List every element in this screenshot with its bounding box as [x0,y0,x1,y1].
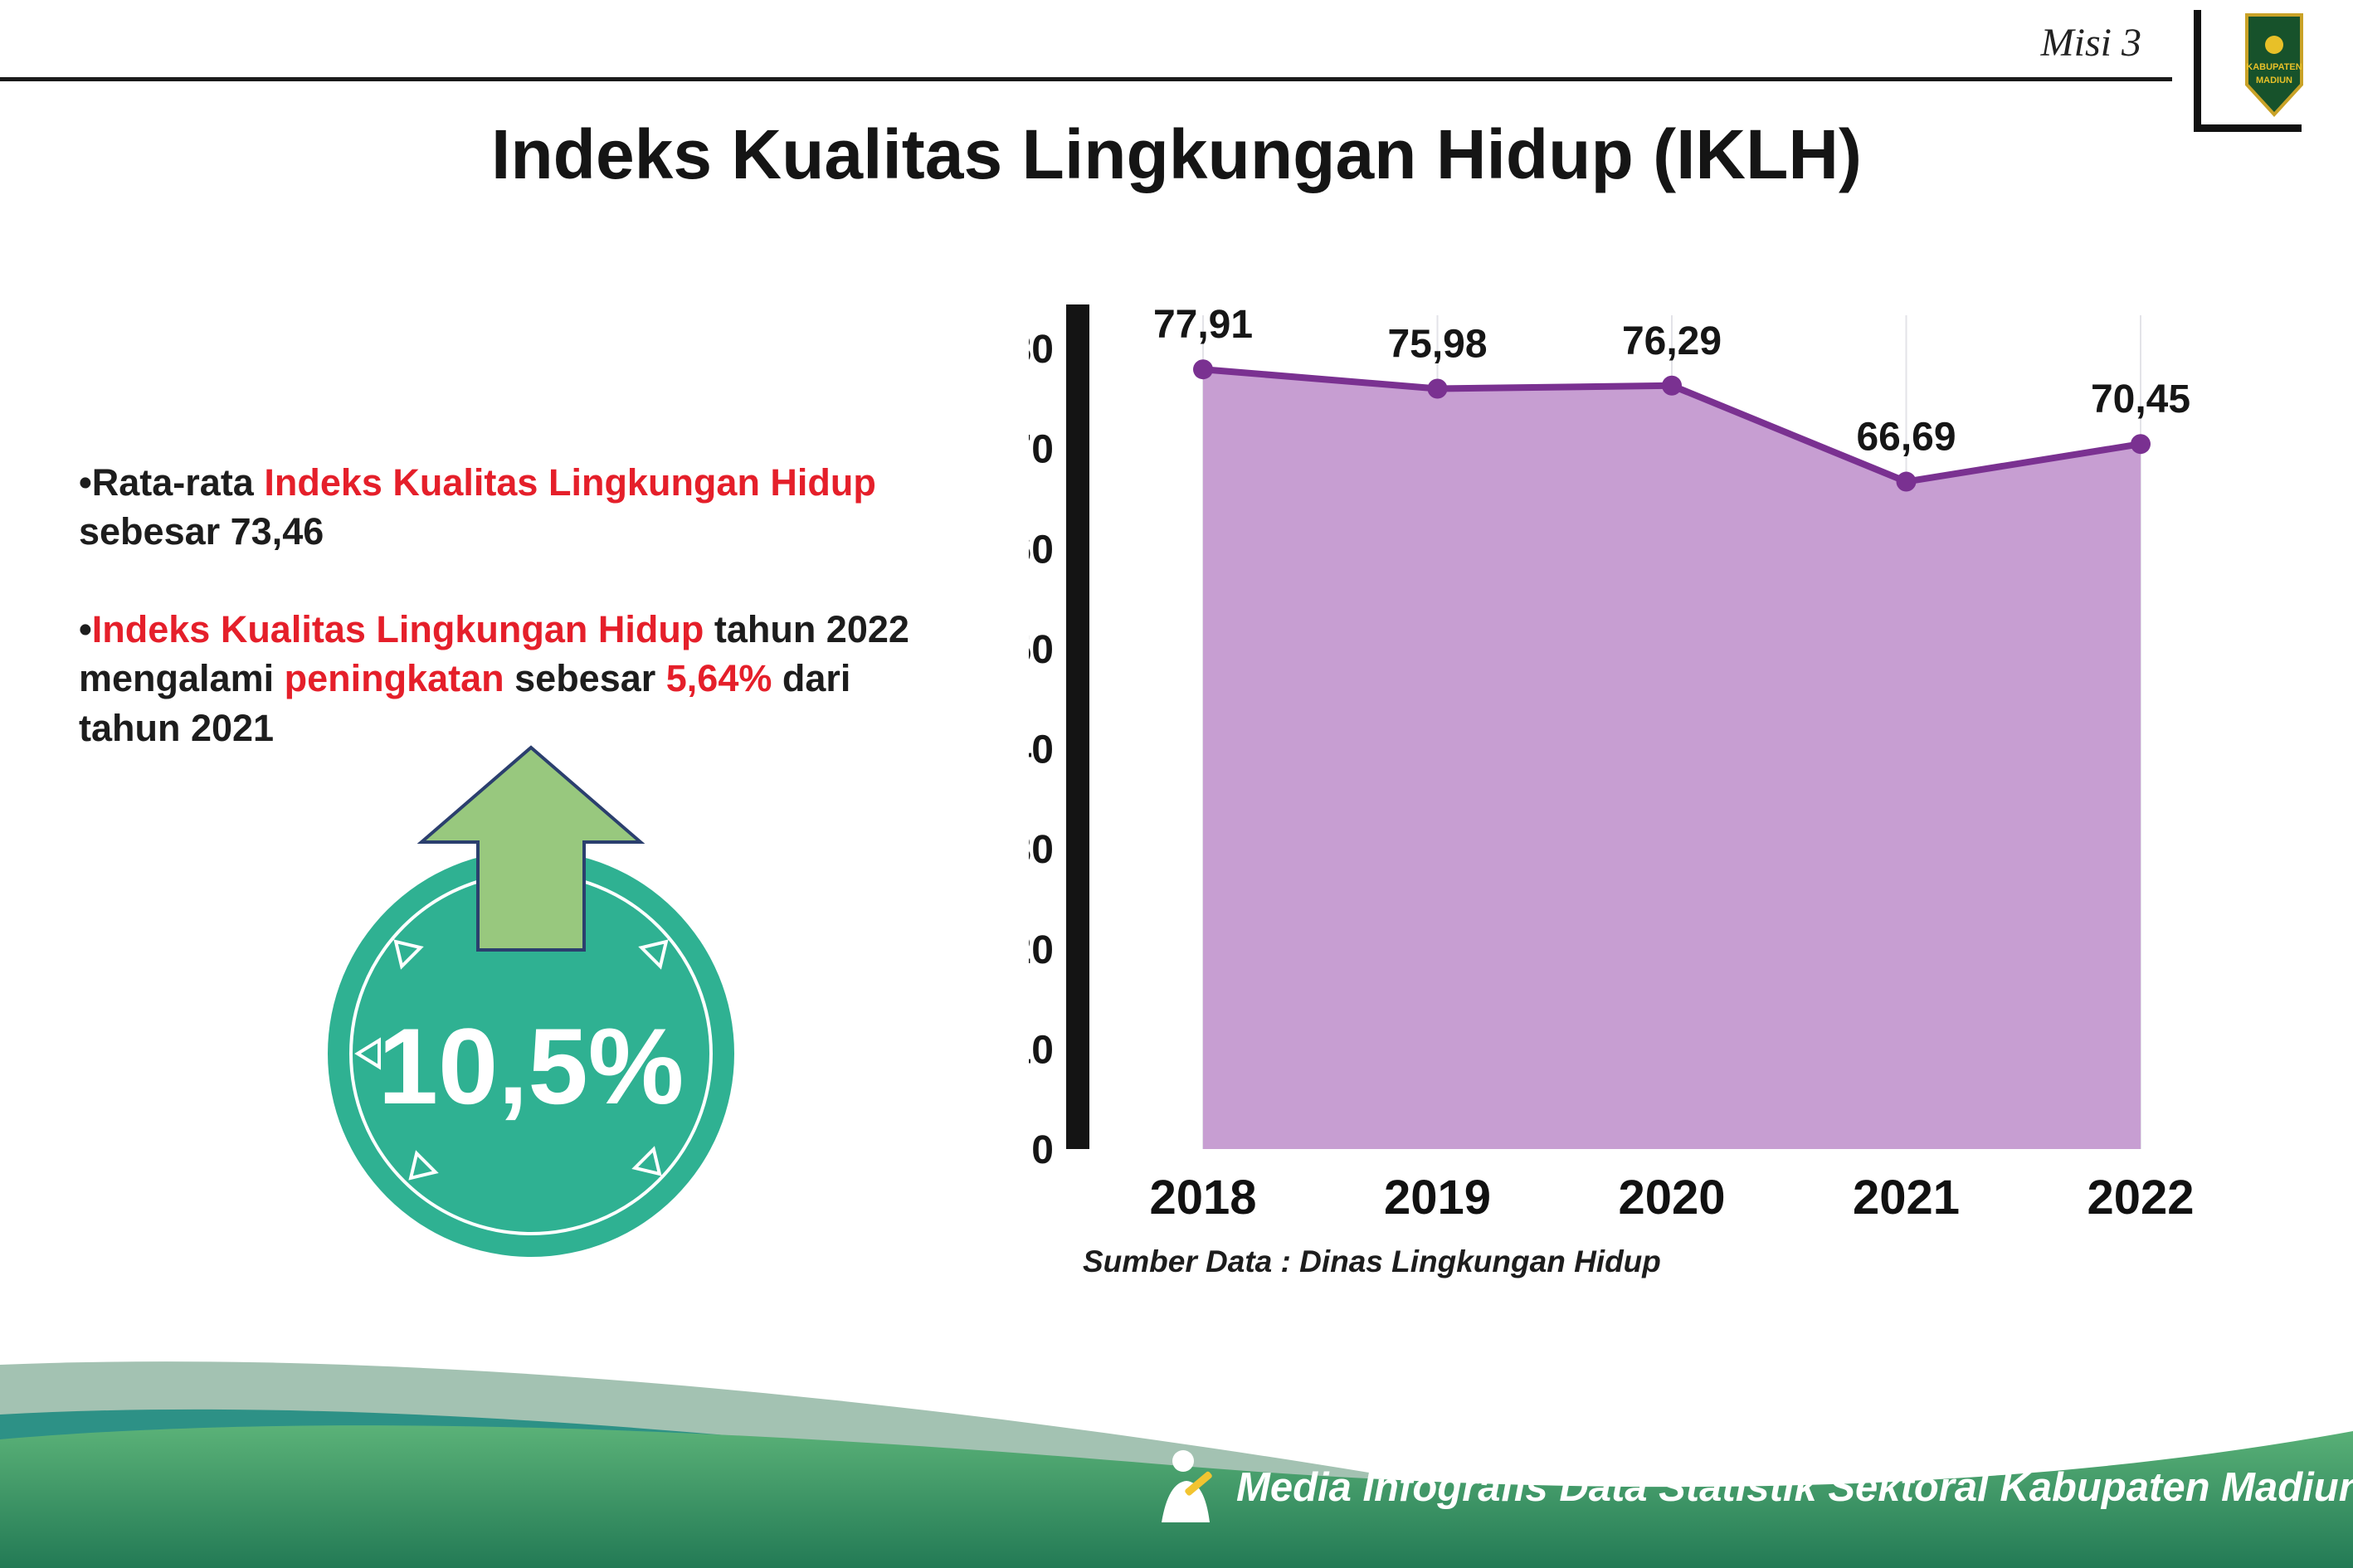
iklh-chart: 77,91 75,98 76,29 66,69 70,45 0 10 20 30 40 50 60 70… [1029,303,2195,1225]
badge-value: 10,5% [378,1006,684,1127]
y-tick-label: 50 [1029,628,1054,672]
value-label: 76,29 [1622,319,1722,363]
x-tick-label: 2019 [1384,1171,1491,1225]
y-tick-label: 30 [1029,828,1054,872]
footer: Media Infografis Data Statistik Sektoral… [1153,1448,2353,1527]
up-arrow-icon [417,745,645,952]
summary-bullets: •Rata-rata Indeks Kualitas Lingkungan Hi… [79,458,942,801]
y-tick-label: 80 [1029,328,1054,372]
logo-text-1: KABUPATEN [2246,62,2302,72]
x-tick-label: 2018 [1149,1171,1256,1225]
bullet-average-iklh: •Rata-rata Indeks Kualitas Lingkungan Hi… [79,458,942,557]
increase-badge: 10,5% [328,850,734,1257]
badge-circle [328,850,734,1257]
x-tick-label: 2021 [1853,1171,1960,1225]
y-tick-label: 10 [1029,1028,1054,1072]
y-axis-bar [1066,304,1089,1149]
y-tick-label: 0 [1031,1128,1054,1172]
logo-frame-bottom [2194,124,2302,132]
data-point [1193,359,1213,380]
value-label: 66,69 [1856,416,1956,460]
data-point [1896,471,1917,492]
bullet-2-seg-6: dari tahun 2021 [79,657,851,749]
page-title: Indeks Kualitas Lingkungan Hidup (IKLH) [490,115,1863,193]
x-tick-label: 2020 [1618,1171,1725,1225]
bullet-increase-2022: •Indeks Kualitas Lingkungan Hidup tahun … [79,605,942,752]
area-fill [1203,369,2141,1149]
value-label: 75,98 [1387,322,1487,366]
footer-wave-decoration [0,1361,2353,1568]
logo-star [2265,36,2283,54]
bullet-marker: • [79,461,92,504]
footer-caption: Media Infografis Data Statistik Sektoral… [1236,1464,2353,1510]
bullet-1-seg-2: Indeks Kualitas Lingkungan Hidup [264,461,876,504]
kabupaten-madiun-logo: KABUPATEN MADIUN [2194,10,2303,132]
x-tick-label: 2022 [2087,1171,2194,1225]
data-point [1427,378,1448,399]
bullet-2-seg-2: tahun 2022 mengalami [79,607,909,700]
badge-ring-triangles [354,939,669,1181]
bullet-2-seg-1: Indeks Kualitas Lingkungan Hidup [91,607,704,650]
bullet-2-seg-5: 5,64% [665,657,772,700]
bullet-2-seg-3: peningkatan [284,657,504,700]
header-divider [0,77,2172,81]
y-tick-label: 40 [1029,728,1054,772]
y-tick-label: 60 [1029,528,1054,572]
data-point [1662,375,1682,396]
bullet-2-seg-4: sebesar [504,657,666,700]
data-point [2131,434,2151,455]
value-label: 70,45 [2091,377,2190,421]
value-label: 77,91 [1153,303,1253,347]
writer-icon [1162,1450,1212,1522]
chart-source: Sumber Data : Dinas Lingkungan Hidup [1083,1244,1661,1278]
logo-text-2: MADIUN [2256,75,2292,85]
bullet-1-seg-1: Rata-rata [91,461,265,504]
y-tick-label: 20 [1029,928,1054,972]
logo-frame-left [2194,10,2201,131]
misi-label: Misi 3 [2040,21,2141,65]
y-tick-label: 70 [1029,428,1054,472]
bullet-marker: • [79,607,92,650]
bullet-1-seg-3: sebesar 73,46 [79,510,324,553]
logo-shield [2245,13,2303,117]
